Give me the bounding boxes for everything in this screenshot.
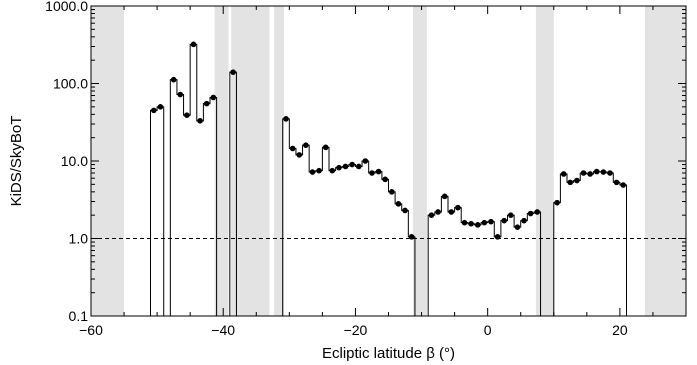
data-point bbox=[395, 201, 402, 207]
x-tick-label: 20 bbox=[612, 322, 628, 338]
plot-frame bbox=[90, 5, 687, 317]
y-tick-label: 0.1 bbox=[69, 308, 89, 324]
data-point bbox=[283, 116, 289, 122]
y-tick-label: 1000.0 bbox=[45, 0, 88, 14]
x-tick-label: −20 bbox=[344, 322, 368, 338]
data-point bbox=[197, 118, 203, 124]
data-point bbox=[177, 91, 184, 98]
x-tick-label: −40 bbox=[211, 322, 235, 338]
y-tick-label: 100.0 bbox=[53, 76, 88, 92]
data-point bbox=[362, 158, 369, 164]
data-point bbox=[309, 169, 316, 175]
histogram-step-run bbox=[553, 171, 627, 316]
data-point bbox=[203, 100, 210, 107]
data-point bbox=[567, 179, 574, 186]
excluded-band bbox=[231, 6, 270, 316]
data-point bbox=[488, 218, 494, 225]
data-point bbox=[369, 170, 375, 176]
data-point bbox=[303, 142, 309, 148]
data-point bbox=[580, 170, 587, 176]
data-point bbox=[521, 217, 527, 224]
data-point bbox=[375, 168, 382, 175]
y-tick-label: 10.0 bbox=[61, 153, 88, 169]
y-axis-ticks: 0.1 1.0 10.0 100.0 1000.0 bbox=[45, 0, 686, 324]
data-point bbox=[607, 170, 613, 176]
histogram-step-run bbox=[427, 195, 542, 316]
data-point bbox=[468, 220, 474, 227]
data-point bbox=[574, 177, 580, 184]
data-point bbox=[389, 189, 395, 195]
data-point bbox=[329, 167, 336, 174]
data-point bbox=[342, 163, 349, 170]
histogram-step-run bbox=[150, 106, 165, 316]
data-point bbox=[474, 222, 481, 228]
data-point bbox=[514, 224, 521, 230]
data-point bbox=[560, 171, 567, 177]
data-point bbox=[184, 112, 190, 118]
data-point bbox=[382, 176, 388, 183]
data-point bbox=[448, 209, 455, 215]
data-point bbox=[501, 217, 507, 224]
data-points bbox=[151, 41, 626, 240]
data-point bbox=[461, 219, 468, 226]
data-point bbox=[428, 212, 435, 218]
data-point bbox=[435, 209, 441, 215]
x-tick-label: −60 bbox=[79, 322, 103, 338]
excluded-bands bbox=[91, 6, 686, 316]
data-point bbox=[554, 199, 560, 206]
data-point bbox=[455, 204, 461, 211]
histogram-step-run bbox=[169, 43, 218, 316]
excluded-band bbox=[274, 6, 285, 316]
data-point bbox=[527, 210, 534, 217]
data-point bbox=[593, 168, 600, 175]
data-point bbox=[355, 163, 362, 170]
data-point bbox=[316, 167, 322, 174]
x-tick-label: 0 bbox=[484, 322, 492, 338]
data-point bbox=[170, 76, 177, 83]
data-point bbox=[230, 69, 236, 75]
data-point bbox=[508, 212, 514, 218]
x-axis-ticks: −60 −40 −20 0 20 bbox=[79, 6, 687, 338]
data-point bbox=[322, 144, 329, 151]
data-point bbox=[587, 171, 593, 177]
data-point bbox=[157, 104, 164, 110]
data-point bbox=[336, 164, 342, 171]
data-point bbox=[534, 209, 541, 215]
data-point bbox=[613, 179, 620, 186]
data-point bbox=[190, 41, 197, 48]
data-point bbox=[494, 234, 501, 240]
data-point bbox=[210, 94, 217, 101]
y-axis-label: KiDS/SkyBoT bbox=[8, 116, 25, 207]
y-tick-label: 1.0 bbox=[69, 231, 89, 247]
data-point bbox=[441, 193, 448, 200]
x-axis-label: Ecliptic latitude β (°) bbox=[322, 345, 455, 362]
histogram-step-run bbox=[282, 118, 416, 316]
data-point bbox=[402, 207, 408, 214]
excluded-band bbox=[535, 6, 554, 316]
data-point bbox=[296, 152, 303, 158]
data-point bbox=[349, 161, 355, 168]
data-point bbox=[151, 107, 157, 114]
data-point bbox=[600, 169, 607, 175]
data-point bbox=[408, 234, 415, 240]
data-point bbox=[481, 219, 488, 226]
data-point bbox=[289, 145, 296, 152]
data-point bbox=[620, 182, 626, 188]
